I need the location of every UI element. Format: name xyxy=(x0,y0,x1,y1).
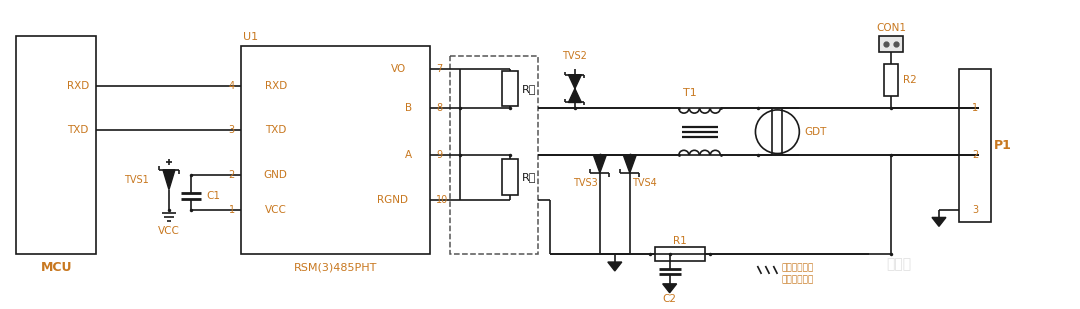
Text: R1: R1 xyxy=(673,236,687,246)
Text: TVS3: TVS3 xyxy=(573,178,598,188)
Bar xyxy=(241,46,430,254)
Text: RSM(3)485PHT: RSM(3)485PHT xyxy=(294,263,377,273)
Polygon shape xyxy=(568,89,581,103)
Polygon shape xyxy=(623,155,636,173)
Text: R下: R下 xyxy=(522,172,537,182)
Text: R上: R上 xyxy=(522,84,537,94)
Polygon shape xyxy=(163,170,175,190)
Text: 3: 3 xyxy=(972,205,978,214)
Text: C2: C2 xyxy=(663,294,677,304)
Bar xyxy=(885,64,899,96)
Bar xyxy=(16,36,96,254)
Text: R2: R2 xyxy=(903,75,917,85)
Text: 1: 1 xyxy=(229,205,234,214)
Text: TVS1: TVS1 xyxy=(124,175,149,185)
Text: 4: 4 xyxy=(229,81,234,91)
Text: 3: 3 xyxy=(229,125,234,135)
Text: 9: 9 xyxy=(436,150,443,160)
Text: VCC: VCC xyxy=(265,205,286,214)
Bar xyxy=(502,159,518,195)
Text: P1: P1 xyxy=(994,139,1012,152)
Bar xyxy=(450,56,538,254)
Bar xyxy=(959,69,990,222)
Bar xyxy=(879,36,903,52)
Polygon shape xyxy=(663,284,677,293)
Text: VCC: VCC xyxy=(158,226,180,236)
Text: 7: 7 xyxy=(436,64,443,74)
Text: TVS4: TVS4 xyxy=(632,178,657,188)
Polygon shape xyxy=(593,155,606,173)
Text: RGND: RGND xyxy=(377,195,408,205)
Text: 1: 1 xyxy=(972,104,978,113)
Text: 可靠连接大地: 可靠连接大地 xyxy=(781,275,813,284)
Text: VO: VO xyxy=(391,64,406,74)
Text: TXD: TXD xyxy=(265,125,286,135)
Text: T1: T1 xyxy=(683,87,697,98)
Bar xyxy=(502,71,518,106)
Polygon shape xyxy=(568,75,581,89)
Text: CON1: CON1 xyxy=(876,23,906,33)
Text: B: B xyxy=(405,104,411,113)
Text: U1: U1 xyxy=(243,32,258,42)
Text: C1: C1 xyxy=(207,191,220,201)
Text: 创易栈: 创易栈 xyxy=(887,257,912,271)
Bar xyxy=(654,247,704,261)
Text: 双绞线屏蔽层: 双绞线屏蔽层 xyxy=(781,264,813,273)
Text: GDT: GDT xyxy=(805,127,826,137)
Text: RXD: RXD xyxy=(67,81,90,91)
Text: 2: 2 xyxy=(229,170,234,180)
Text: TXD: TXD xyxy=(68,125,89,135)
Text: A: A xyxy=(405,150,411,160)
Polygon shape xyxy=(932,218,946,226)
Text: 10: 10 xyxy=(436,195,448,205)
Text: RXD: RXD xyxy=(265,81,287,91)
Text: 2: 2 xyxy=(972,150,978,160)
Text: 8: 8 xyxy=(436,104,443,113)
Text: GND: GND xyxy=(264,170,287,180)
Polygon shape xyxy=(608,262,622,271)
Text: TVS2: TVS2 xyxy=(563,51,588,61)
Text: MCU: MCU xyxy=(40,261,72,274)
